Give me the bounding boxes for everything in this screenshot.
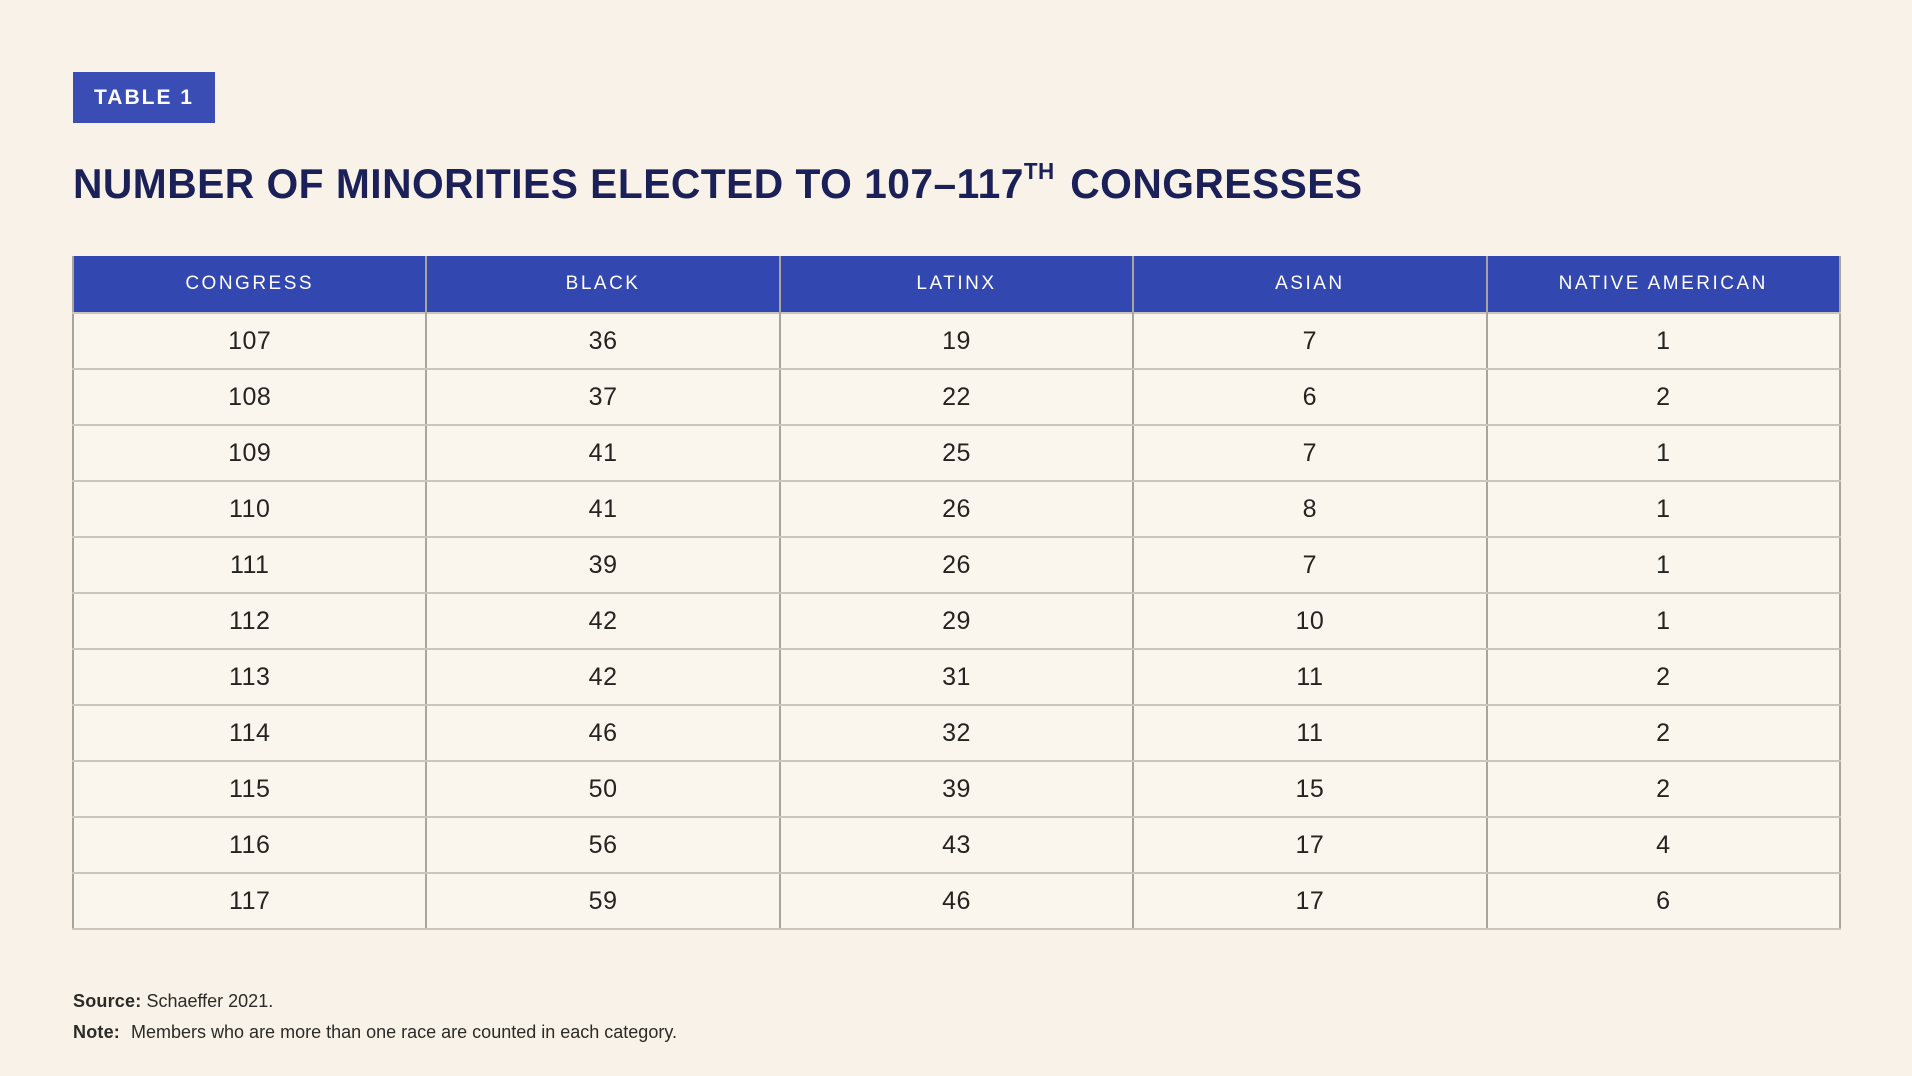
value-cell: 17 <box>1132 816 1488 874</box>
value-cell: 43 <box>778 816 1135 874</box>
value-cell: 29 <box>778 592 1135 650</box>
table-row: 110 41 26 8 1 <box>73 480 1840 538</box>
congress-number-cell: 107 <box>73 312 428 370</box>
table-row: 107 36 19 7 1 <box>73 312 1840 370</box>
header-cell-black: BLACK <box>425 256 781 313</box>
value-cell: 26 <box>778 480 1135 538</box>
value-cell: 2 <box>1485 648 1840 706</box>
value-cell: 26 <box>778 536 1135 594</box>
page-title: NUMBER OF MINORITIES ELECTED TO 107–117T… <box>73 158 1363 208</box>
congress-number-cell: 112 <box>73 592 428 650</box>
source-label: Source: <box>73 991 142 1011</box>
value-cell: 4 <box>1485 816 1840 874</box>
value-cell: 32 <box>778 704 1135 762</box>
source-line: Source: Schaeffer 2021. <box>73 986 677 1017</box>
congress-number-cell: 110 <box>73 480 428 538</box>
value-cell: 42 <box>425 592 781 650</box>
table-row: 116 56 43 17 4 <box>73 816 1840 874</box>
congress-number-cell: 116 <box>73 816 428 874</box>
table-header-row: CONGRESS BLACK LATINX ASIAN NATIVE AMERICAN <box>73 256 1840 313</box>
value-cell: 2 <box>1485 760 1840 818</box>
value-cell: 41 <box>425 424 781 482</box>
congress-number-cell: 117 <box>73 872 428 930</box>
value-cell: 19 <box>778 312 1135 370</box>
value-cell: 6 <box>1485 872 1840 930</box>
congress-number-cell: 114 <box>73 704 428 762</box>
value-cell: 2 <box>1485 704 1840 762</box>
table-number-badge-label: TABLE 1 <box>94 85 194 109</box>
note-label: Note: <box>73 1021 120 1042</box>
value-cell: 15 <box>1132 760 1488 818</box>
value-cell: 11 <box>1132 648 1488 706</box>
table-row: 111 39 26 7 1 <box>73 536 1840 594</box>
value-cell: 1 <box>1485 312 1840 370</box>
value-cell: 56 <box>425 816 781 874</box>
table-number-badge: TABLE 1 <box>73 72 215 123</box>
table-row: 113 42 31 11 2 <box>73 648 1840 706</box>
congress-number-cell: 108 <box>73 368 428 426</box>
value-cell: 7 <box>1132 424 1488 482</box>
header-cell-asian: ASIAN <box>1132 256 1488 313</box>
page-title-suffix: CONGRESSES <box>1070 160 1363 207</box>
value-cell: 39 <box>425 536 781 594</box>
source-text: Schaeffer 2021. <box>146 991 274 1011</box>
value-cell: 36 <box>425 312 781 370</box>
value-cell: 8 <box>1132 480 1488 538</box>
value-cell: 10 <box>1132 592 1488 650</box>
value-cell: 22 <box>778 368 1135 426</box>
value-cell: 46 <box>425 704 781 762</box>
value-cell: 46 <box>778 872 1135 930</box>
note-text: Members who are more than one race are c… <box>131 1021 677 1042</box>
footer-notes: Source: Schaeffer 2021. Note: Members wh… <box>73 986 677 1048</box>
data-table-container: CONGRESS BLACK LATINX ASIAN NATIVE AMERICAN … <box>72 256 1841 930</box>
value-cell: 1 <box>1485 424 1840 482</box>
value-cell: 59 <box>425 872 781 930</box>
value-cell: 7 <box>1132 536 1488 594</box>
value-cell: 1 <box>1485 480 1840 538</box>
value-cell: 41 <box>425 480 781 538</box>
value-cell: 25 <box>778 424 1135 482</box>
value-cell: 31 <box>778 648 1135 706</box>
value-cell: 42 <box>425 648 781 706</box>
table-row: 108 37 22 6 2 <box>73 368 1840 426</box>
value-cell: 2 <box>1485 368 1840 426</box>
value-cell: 1 <box>1485 536 1840 594</box>
value-cell: 37 <box>425 368 781 426</box>
page-title-prefix: NUMBER OF MINORITIES ELECTED TO 107–117 <box>73 160 1024 207</box>
congress-number-cell: 111 <box>73 536 428 594</box>
header-cell-congress: CONGRESS <box>73 256 428 313</box>
value-cell: 11 <box>1132 704 1488 762</box>
value-cell: 7 <box>1132 312 1488 370</box>
congress-number-cell: 115 <box>73 760 428 818</box>
table-row: 112 42 29 10 1 <box>73 592 1840 650</box>
header-cell-native-american: NATIVE AMERICAN <box>1485 256 1840 313</box>
table-head: CONGRESS BLACK LATINX ASIAN NATIVE AMERICAN <box>73 256 1840 313</box>
table-row: 114 46 32 11 2 <box>73 704 1840 762</box>
table-body: 107 36 19 7 1 108 37 22 6 2 109 41 25 7 1 110 41 26 8 1 111 3… <box>73 312 1840 930</box>
value-cell: 39 <box>778 760 1135 818</box>
value-cell: 50 <box>425 760 781 818</box>
header-cell-latinx: LATINX <box>778 256 1135 313</box>
congress-number-cell: 113 <box>73 648 428 706</box>
table-row: 117 59 46 17 6 <box>73 872 1840 930</box>
note-line: Note: Members who are more than one race… <box>73 1017 677 1048</box>
congress-number-cell: 109 <box>73 424 428 482</box>
value-cell: 6 <box>1132 368 1488 426</box>
page-title-ordinal-superscript: TH <box>1023 158 1055 184</box>
congress-minorities-table: CONGRESS BLACK LATINX ASIAN NATIVE AMERICAN … <box>72 256 1841 930</box>
table-row: 109 41 25 7 1 <box>73 424 1840 482</box>
value-cell: 17 <box>1132 872 1488 930</box>
table-row: 115 50 39 15 2 <box>73 760 1840 818</box>
value-cell: 1 <box>1485 592 1840 650</box>
